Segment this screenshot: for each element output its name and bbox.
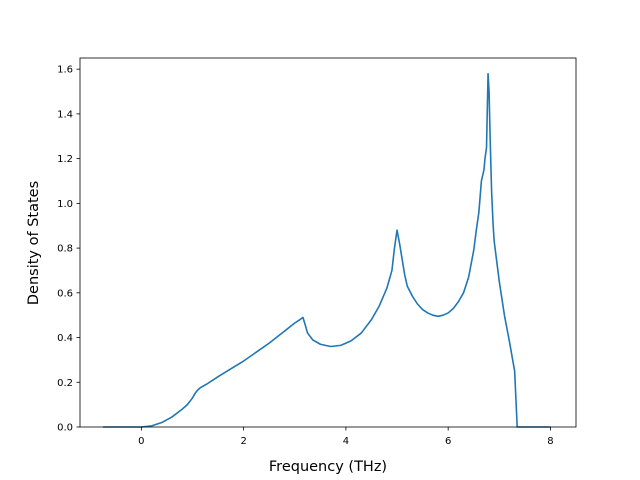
plot-area xyxy=(79,57,577,428)
y-tick-label: 1.2 xyxy=(57,154,73,165)
y-tick-label: 0.2 xyxy=(57,378,73,389)
x-axis-ticks: 0 2 4 6 8 xyxy=(138,427,554,447)
x-tick-label: 8 xyxy=(547,436,553,447)
x-axis-label: Frequency (THz) xyxy=(269,459,387,475)
y-tick-label: 0.0 xyxy=(57,423,73,434)
y-tick-label: 0.4 xyxy=(57,333,73,344)
x-tick-label: 2 xyxy=(240,436,246,447)
x-tick-label: 4 xyxy=(343,436,349,447)
y-tick-label: 0.8 xyxy=(57,244,73,255)
axes-frame xyxy=(79,57,577,428)
series-line-0 xyxy=(103,72,551,428)
y-tick-label: 1.6 xyxy=(57,65,73,76)
y-axis-label: Density of States xyxy=(26,181,42,305)
y-tick-label: 0.6 xyxy=(57,288,73,299)
y-tick-label: 1.4 xyxy=(57,109,73,120)
x-tick-label: 6 xyxy=(445,436,451,447)
y-axis-ticks: 0.0 0.2 0.4 0.6 0.8 1.0 1.2 1.4 1.6 xyxy=(57,65,80,434)
y-tick-label: 1.0 xyxy=(57,199,73,210)
x-tick-label: 0 xyxy=(138,436,144,447)
